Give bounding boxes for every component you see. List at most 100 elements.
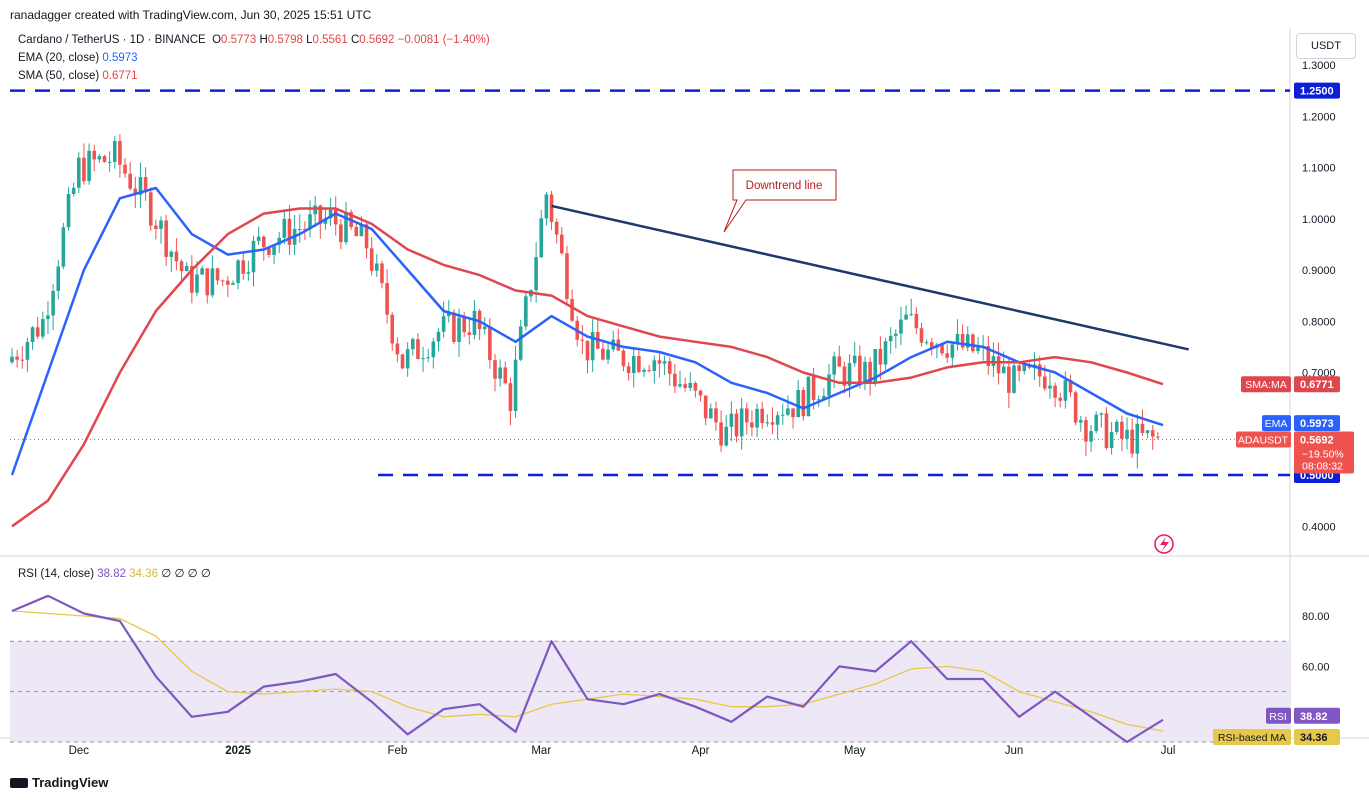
candle-body	[971, 334, 975, 352]
ema-legend[interactable]: EMA (20, close) 0.5973	[18, 52, 138, 64]
time-axis-label: Jun	[1005, 745, 1024, 757]
candle-body	[138, 177, 143, 195]
candle-body	[184, 266, 189, 272]
candle-body	[71, 187, 76, 195]
candle-body	[380, 263, 384, 284]
candle-body	[195, 274, 199, 293]
candle-countdown-label: 08:08:32	[1302, 461, 1343, 473]
annotation-callout	[723, 169, 837, 233]
sma-price-tag	[1294, 376, 1340, 393]
rsi-legend[interactable]: RSI (14, close) 38.82 34.36 ∅ ∅ ∅ ∅	[18, 566, 211, 580]
candle-body	[858, 355, 862, 385]
symbol-title: Cardano / TetherUS · 1D · BINANCE	[18, 34, 206, 46]
candle-body	[852, 355, 857, 364]
candle-body	[359, 224, 364, 237]
candle-body	[837, 356, 842, 367]
candle-body	[960, 333, 965, 348]
candle-body	[770, 422, 775, 425]
candle-body	[909, 313, 914, 315]
currency-selector[interactable]: USDT	[1296, 33, 1356, 59]
candle-body	[159, 220, 163, 229]
candle-body	[1104, 413, 1109, 449]
candle-body	[868, 361, 872, 382]
candle-body	[888, 335, 893, 342]
candle-body	[791, 408, 795, 418]
last-price-tag	[1294, 431, 1354, 474]
level-price-label: 1.2500	[1300, 86, 1334, 98]
candle-body	[1094, 414, 1099, 432]
candle-body	[883, 341, 888, 365]
candle-body	[220, 280, 225, 282]
candle-body	[1078, 420, 1083, 423]
ema-name-tag	[1262, 415, 1291, 432]
price-tick-label: 0.8000	[1302, 316, 1336, 328]
time-axis-label: Apr	[692, 745, 710, 757]
candle-body	[446, 312, 451, 317]
candle-body	[1037, 364, 1042, 377]
candle-body	[1063, 380, 1068, 401]
candle-body	[241, 260, 246, 274]
candle-body	[457, 317, 461, 342]
candle-body	[965, 334, 970, 348]
candle-body	[179, 261, 184, 272]
candle-body	[410, 339, 415, 350]
candle-body	[128, 173, 132, 189]
candle-body	[61, 227, 66, 267]
candle-body	[780, 414, 785, 416]
candle-body	[1012, 365, 1016, 393]
candle-body	[765, 422, 770, 424]
candle-body	[323, 218, 328, 224]
candle-body	[729, 413, 734, 427]
candle-body	[15, 356, 19, 360]
candle-body	[375, 263, 379, 271]
candle-body	[1043, 376, 1047, 389]
candle-body	[482, 326, 487, 330]
candle-body	[452, 312, 456, 342]
sma-price-label: 0.6771	[1300, 379, 1334, 391]
candle-body	[174, 251, 179, 262]
symbol-legend: Cardano / TetherUS · 1D · BINANCE O0.577…	[18, 34, 490, 46]
price-tick-label: 0.9000	[1302, 265, 1336, 277]
candle-body	[123, 164, 127, 174]
candle-body	[236, 260, 240, 284]
candle-body	[112, 140, 117, 162]
candle-body	[416, 339, 420, 360]
rsi-value-tag	[1294, 707, 1340, 724]
candle-body	[662, 361, 667, 364]
low-label: L	[306, 34, 313, 46]
candle-body	[914, 313, 919, 329]
candle-body	[544, 194, 549, 219]
sma-legend[interactable]: SMA (50, close) 0.6771	[18, 70, 138, 82]
candle-body	[1048, 385, 1052, 389]
candle-body	[354, 227, 359, 237]
ema-price-tag	[1294, 415, 1340, 432]
candle-body	[231, 283, 235, 285]
candle-body	[436, 331, 441, 342]
tradingview-logo-icon	[10, 778, 28, 788]
candle-body	[801, 390, 806, 417]
candle-body	[1017, 365, 1021, 372]
candle-body	[518, 326, 523, 360]
candle-body	[940, 344, 944, 354]
candle-body	[585, 340, 590, 361]
ema-name-label: EMA	[1265, 418, 1288, 430]
ema-line	[10, 186, 1164, 476]
candle-body	[30, 327, 35, 343]
tradingview-brand: TradingView	[32, 775, 109, 790]
annotation-text: Downtrend line	[746, 180, 823, 192]
chart-credit: ranadagger created with TradingView.com,…	[10, 8, 372, 22]
candle-body	[97, 156, 102, 160]
tradingview-logo[interactable]: TradingView	[10, 775, 108, 790]
candle-body	[626, 366, 631, 374]
candle-body	[822, 395, 826, 400]
time-axis-label: Dec	[69, 745, 90, 757]
price-tick-label: 0.4000	[1302, 521, 1336, 533]
candles	[10, 134, 1160, 469]
candle-body	[1099, 413, 1104, 415]
candle-body	[955, 333, 960, 345]
candle-body	[688, 382, 693, 389]
rsi-ma-name-label: RSI-based MA	[1218, 732, 1286, 744]
candle-body	[287, 218, 292, 245]
candle-body	[739, 408, 744, 437]
